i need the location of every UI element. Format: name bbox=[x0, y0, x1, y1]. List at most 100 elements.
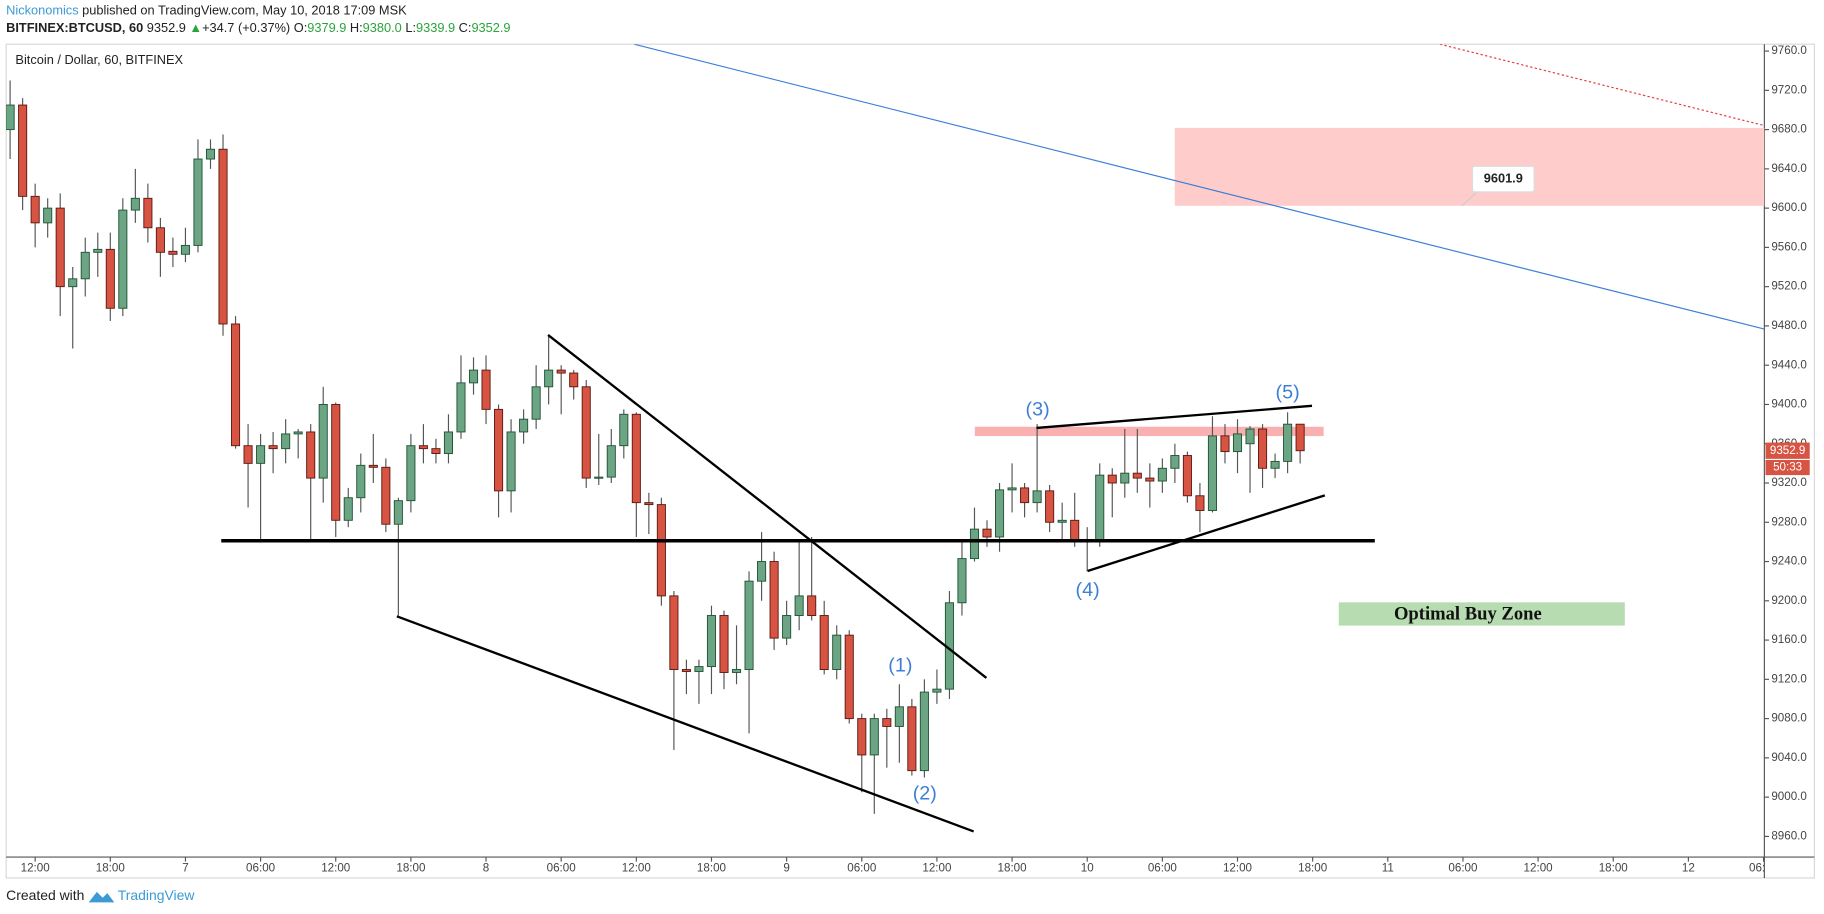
wave-label: (2) bbox=[913, 782, 937, 804]
candle-body bbox=[55, 207, 65, 288]
candle-body bbox=[1070, 519, 1080, 541]
x-tick-label: 18:00 bbox=[1599, 862, 1628, 875]
candle-body bbox=[1170, 455, 1180, 469]
candle-body bbox=[556, 369, 566, 374]
candle-body bbox=[443, 431, 453, 455]
y-tick-label: 9520.0 bbox=[1771, 280, 1807, 293]
candle-body bbox=[143, 197, 153, 229]
candle-body bbox=[957, 558, 967, 604]
candle-body bbox=[356, 464, 366, 499]
candle-body bbox=[6, 104, 15, 131]
x-tick-label: 06:00 bbox=[1148, 862, 1177, 875]
y-tick-label: 9400.0 bbox=[1771, 398, 1807, 411]
candle-body bbox=[180, 244, 190, 255]
candle-body bbox=[857, 718, 867, 756]
ohlc-key: L: bbox=[405, 20, 416, 35]
x-tick-label: 11 bbox=[1382, 862, 1394, 875]
ohlc-value: 9379.9 bbox=[307, 20, 346, 35]
time-axis: 12:00 18:00 7 06:00 12:00 18:00 8 06:00 12:00 18:… bbox=[21, 857, 1778, 875]
author[interactable]: Nickonomics bbox=[6, 3, 78, 18]
candle-body bbox=[506, 431, 516, 492]
candle-body bbox=[995, 489, 1005, 538]
candle-body bbox=[168, 250, 178, 255]
last-price-tag bbox=[1765, 442, 1810, 459]
candle-body bbox=[218, 148, 228, 325]
candle-body bbox=[268, 445, 278, 450]
candle-body bbox=[30, 195, 40, 224]
candle-body bbox=[681, 669, 691, 672]
candle-body bbox=[431, 448, 441, 455]
candle-body bbox=[381, 466, 391, 525]
y-tick-label: 9760.0 bbox=[1771, 44, 1807, 57]
candle-body bbox=[43, 207, 53, 224]
candle-body bbox=[694, 666, 704, 672]
y-tick-label: 9200.0 bbox=[1771, 594, 1807, 607]
header-line: Nickonomics published on TradingView.com… bbox=[6, 3, 407, 18]
y-tick-label: 9640.0 bbox=[1771, 162, 1807, 175]
candle-body bbox=[1295, 423, 1305, 452]
y-tick-label: 9080.0 bbox=[1771, 712, 1807, 725]
candle-body bbox=[130, 197, 140, 211]
candle-body bbox=[1195, 495, 1205, 511]
candle-body bbox=[669, 595, 679, 670]
ohlc: O:9379.9 H:9380.0 L:9339.9 C:9352.9 bbox=[294, 20, 511, 35]
x-tick-label: 12:00 bbox=[321, 862, 350, 875]
candle-body bbox=[1220, 435, 1230, 453]
chart-title: Bitcoin / Dollar, 60, BITFINEX bbox=[15, 52, 183, 67]
callout-box bbox=[1471, 165, 1535, 193]
last: 9352.9 bbox=[147, 20, 186, 35]
candle-body bbox=[882, 718, 892, 727]
candle-body bbox=[494, 408, 504, 492]
candle-body bbox=[832, 634, 842, 670]
footer-brand[interactable]: TradingView bbox=[118, 887, 196, 903]
wave-label: (5) bbox=[1276, 381, 1300, 403]
candle-body bbox=[1182, 455, 1192, 497]
y-tick-label: 9440.0 bbox=[1771, 358, 1807, 371]
candle-body bbox=[418, 445, 428, 450]
candle-body bbox=[819, 615, 829, 670]
candle-body bbox=[93, 248, 103, 253]
candle-body bbox=[1207, 435, 1217, 511]
ohlc-key: C: bbox=[459, 20, 472, 35]
x-tick-label: 06:00 bbox=[246, 862, 275, 875]
candle-body bbox=[1095, 474, 1105, 543]
x-tick-label: 18:00 bbox=[96, 862, 125, 875]
candle-body bbox=[80, 251, 90, 280]
candle-body bbox=[105, 248, 115, 309]
candle-body bbox=[606, 445, 616, 478]
candle-body bbox=[1020, 487, 1030, 504]
x-tick-label: 10 bbox=[1081, 862, 1094, 875]
buy-zone bbox=[1338, 602, 1625, 626]
drawings bbox=[633, 44, 1765, 626]
candle-body bbox=[894, 706, 904, 727]
candle-body bbox=[719, 615, 729, 673]
x-tick-label: 18:00 bbox=[396, 862, 425, 875]
candle-body bbox=[1283, 423, 1293, 462]
candle-body bbox=[456, 382, 466, 433]
wave-label: (1) bbox=[888, 655, 912, 677]
candle-body bbox=[68, 278, 78, 288]
candle-body bbox=[243, 445, 253, 464]
trend-line bbox=[633, 44, 1765, 330]
candle-body bbox=[1007, 487, 1017, 491]
countdown-tag bbox=[1765, 460, 1810, 476]
candle-body bbox=[368, 464, 378, 468]
candle-body bbox=[807, 595, 817, 616]
up-arrow: ▲ bbox=[189, 20, 202, 35]
candle-body bbox=[393, 500, 403, 525]
wedge-upper bbox=[547, 333, 988, 679]
ohlc-value: 9352.9 bbox=[471, 20, 510, 35]
candle-body bbox=[1258, 428, 1268, 469]
x-tick-label: 06:00 bbox=[1749, 862, 1778, 875]
ohlc-value: 9339.9 bbox=[416, 20, 455, 35]
triangle-upper bbox=[1036, 404, 1313, 430]
candle-body bbox=[631, 413, 641, 504]
ohlc-key: H: bbox=[350, 20, 363, 35]
x-tick-label: 12:00 bbox=[21, 862, 50, 875]
candle-body bbox=[782, 615, 792, 639]
y-tick-label: 9560.0 bbox=[1771, 240, 1807, 253]
x-tick-label: 7 bbox=[182, 862, 188, 875]
y-tick-label: 9120.0 bbox=[1771, 672, 1807, 685]
x-tick-label: 18:00 bbox=[998, 862, 1027, 875]
